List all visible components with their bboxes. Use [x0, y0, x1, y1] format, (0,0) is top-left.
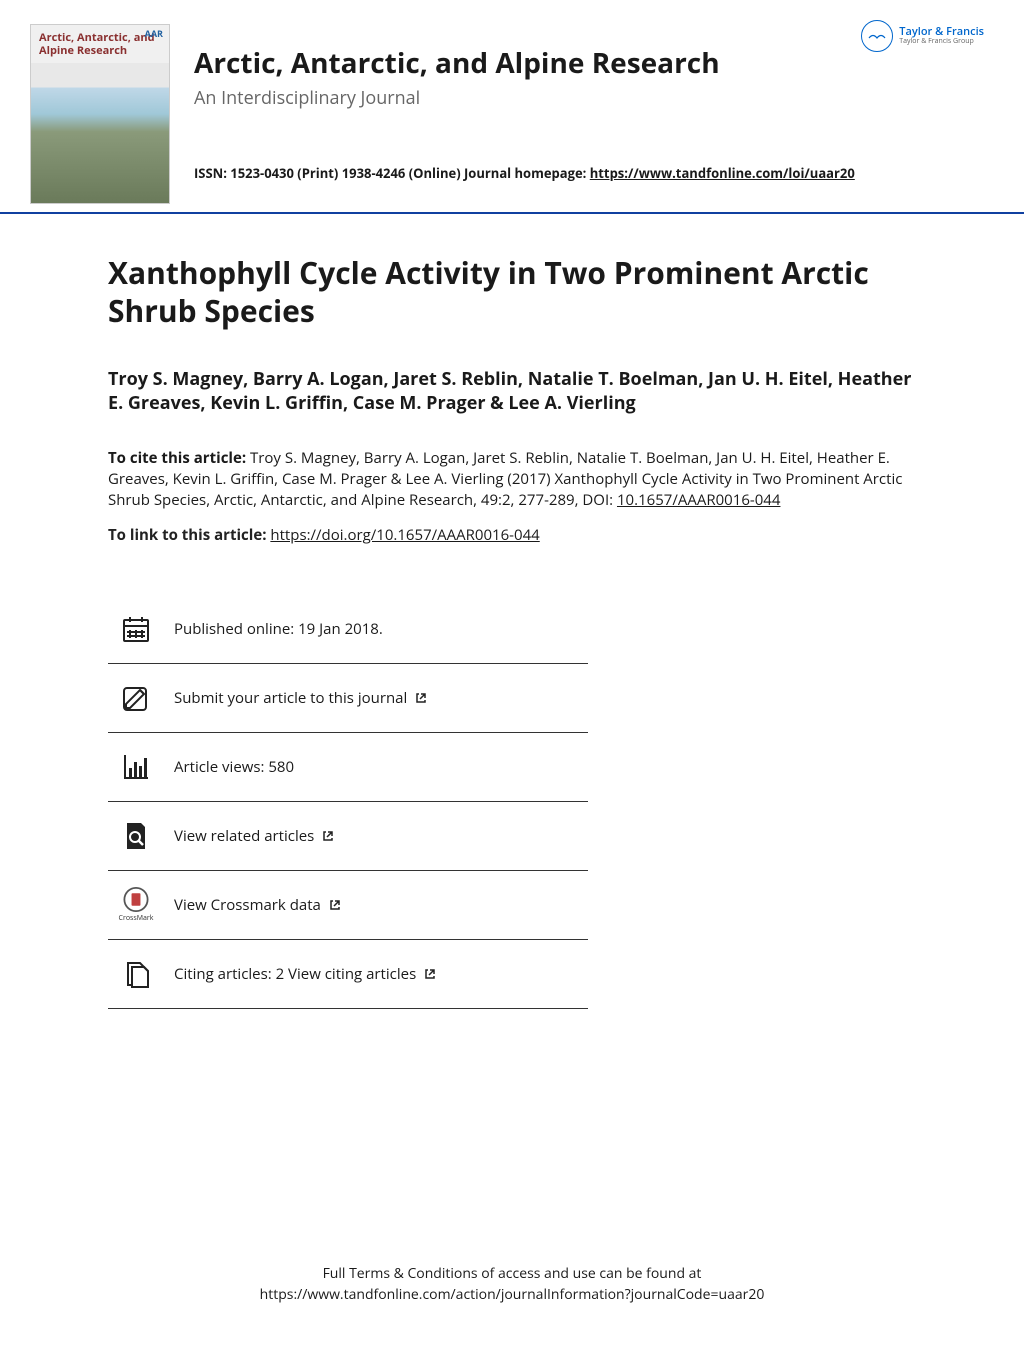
- external-link-icon: [424, 965, 436, 977]
- publisher-icon: [861, 20, 893, 52]
- external-link-icon: [329, 896, 341, 908]
- edit-icon: [118, 680, 154, 716]
- publisher-subtitle: Taylor & Francis Group: [899, 38, 984, 46]
- crossmark-row[interactable]: CrossMark View Crossmark data: [108, 871, 588, 940]
- footer-line1: Full Terms & Conditions of access and us…: [0, 1263, 1024, 1284]
- content: Xanthophyll Cycle Activity in Two Promin…: [0, 214, 1024, 1009]
- citing-icon: [118, 956, 154, 992]
- cite-label: To cite this article:: [108, 448, 246, 468]
- published-text: Published online: 19 Jan 2018.: [174, 619, 383, 639]
- article-views-row: Article views: 580: [108, 733, 588, 802]
- header: Arctic, Antarctic, and Alpine Research A…: [0, 0, 1024, 204]
- submit-text: Submit your article to this journal: [174, 688, 407, 708]
- external-link-icon: [415, 689, 427, 701]
- publisher-logo: Taylor & Francis Taylor & Francis Group: [861, 20, 984, 52]
- doi-link[interactable]: 10.1657/AAAR0016-044: [617, 490, 780, 510]
- article-title: Xanthophyll Cycle Activity in Two Promin…: [108, 254, 916, 329]
- cover-badge: AAR: [145, 29, 163, 40]
- link-line: To link to this article: https://doi.org…: [108, 525, 916, 545]
- document-search-icon: [118, 818, 154, 854]
- issn-line: ISSN: 1523-0430 (Print) 1938-4246 (Onlin…: [194, 164, 984, 182]
- crossmark-text: View Crossmark data: [174, 895, 321, 915]
- journal-cover-thumbnail: Arctic, Antarctic, and Alpine Research A…: [30, 24, 170, 204]
- cover-title: Arctic, Antarctic, and Alpine Research A…: [31, 25, 169, 63]
- related-articles-row[interactable]: View related articles: [108, 802, 588, 871]
- action-list: Published online: 19 Jan 2018. Submit yo…: [108, 595, 588, 1009]
- link-label: To link to this article:: [108, 525, 270, 545]
- citation-block: To cite this article: Troy S. Magney, Ba…: [108, 448, 916, 511]
- crossmark-icon: CrossMark: [118, 887, 154, 923]
- footer: Full Terms & Conditions of access and us…: [0, 1263, 1024, 1305]
- bar-chart-icon: [118, 749, 154, 785]
- footer-line2: https://www.tandfonline.com/action/journ…: [0, 1284, 1024, 1305]
- published-online-row: Published online: 19 Jan 2018.: [108, 595, 588, 664]
- citing-text: Citing articles: 2 View citing articles: [174, 964, 416, 984]
- authors: Troy S. Magney, Barry A. Logan, Jaret S.…: [108, 367, 916, 416]
- journal-homepage-link[interactable]: https://www.tandfonline.com/loi/uaar20: [590, 164, 855, 182]
- views-text: Article views: 580: [174, 757, 294, 777]
- external-link-icon: [322, 827, 334, 839]
- calendar-icon: [118, 611, 154, 647]
- citing-articles-row[interactable]: Citing articles: 2 View citing articles: [108, 940, 588, 1009]
- crossmark-label: CrossMark: [119, 914, 154, 923]
- journal-subtitle: An Interdisciplinary Journal: [194, 86, 984, 110]
- article-link[interactable]: https://doi.org/10.1657/AAAR0016-044: [270, 525, 539, 545]
- related-text: View related articles: [174, 826, 314, 846]
- submit-article-row[interactable]: Submit your article to this journal: [108, 664, 588, 733]
